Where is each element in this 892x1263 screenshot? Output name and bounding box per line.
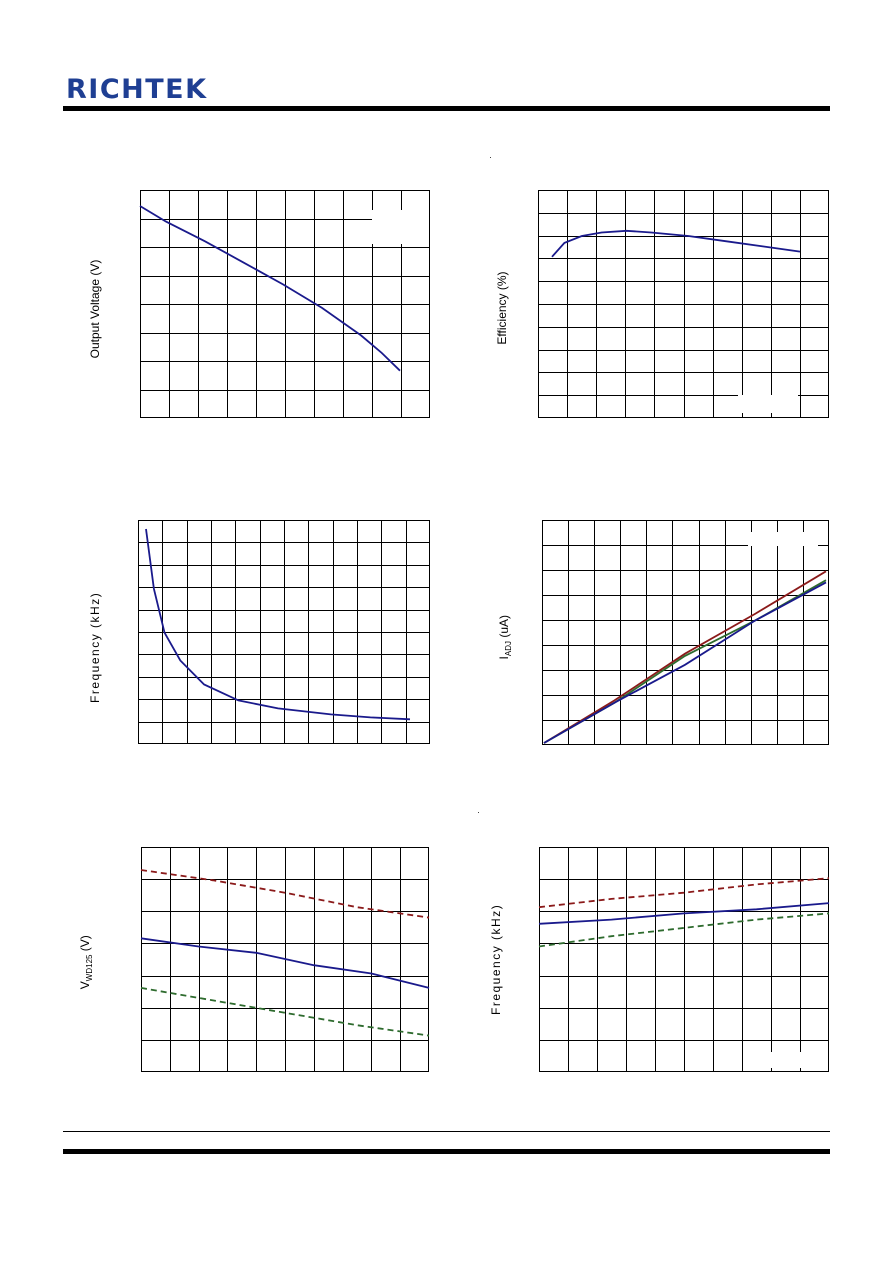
series-line-0 [538, 877, 830, 909]
series-line-0 [543, 570, 827, 744]
series-line-2 [543, 581, 827, 744]
blank-legend-area [738, 395, 798, 413]
footer-rule-thick [63, 1149, 830, 1154]
ylabel-vwd125: VWD125 (V) [77, 935, 95, 990]
plot-frame [141, 847, 429, 1072]
blank-legend-area [372, 210, 430, 244]
chart-efficiency [538, 190, 829, 418]
speck [490, 157, 491, 158]
blank-legend-area [771, 1052, 827, 1068]
series-line-2 [140, 987, 430, 1037]
richtek-logo: RICHTEK [66, 74, 208, 105]
blank-legend-area [748, 532, 818, 546]
plot-frame [538, 190, 829, 418]
series-line-0 [145, 528, 411, 721]
chart-frequency-vs-load [138, 520, 430, 744]
ylabel-output-voltage: Output Voltage (V) [88, 259, 102, 359]
plot-frame [542, 520, 829, 745]
ylabel-iadj: IADJ (uA) [496, 614, 514, 660]
series-line-0 [551, 229, 801, 258]
series-line-1 [538, 902, 830, 925]
chart-output-voltage [139, 190, 430, 418]
header-rule [63, 106, 830, 111]
plot-frame [539, 847, 829, 1072]
ylabel-efficiency: Efficiency (%) [495, 271, 509, 345]
ylabel-frequency-1: Frequency (kHz) [88, 591, 102, 703]
speck [478, 812, 479, 813]
series-line-1 [140, 937, 430, 989]
plot-frame [140, 190, 430, 418]
chart-iadj [542, 520, 829, 745]
ylabel-frequency-2: Frequency (kHz) [489, 903, 503, 1015]
plot-frame [138, 520, 430, 744]
footer-rule-thin [63, 1131, 830, 1132]
series-line-2 [538, 912, 830, 948]
series-line-0 [140, 869, 430, 919]
chart-frequency-vs-temp [538, 847, 830, 1072]
chart-vwd125 [140, 847, 430, 1072]
series-line-0 [139, 205, 401, 372]
